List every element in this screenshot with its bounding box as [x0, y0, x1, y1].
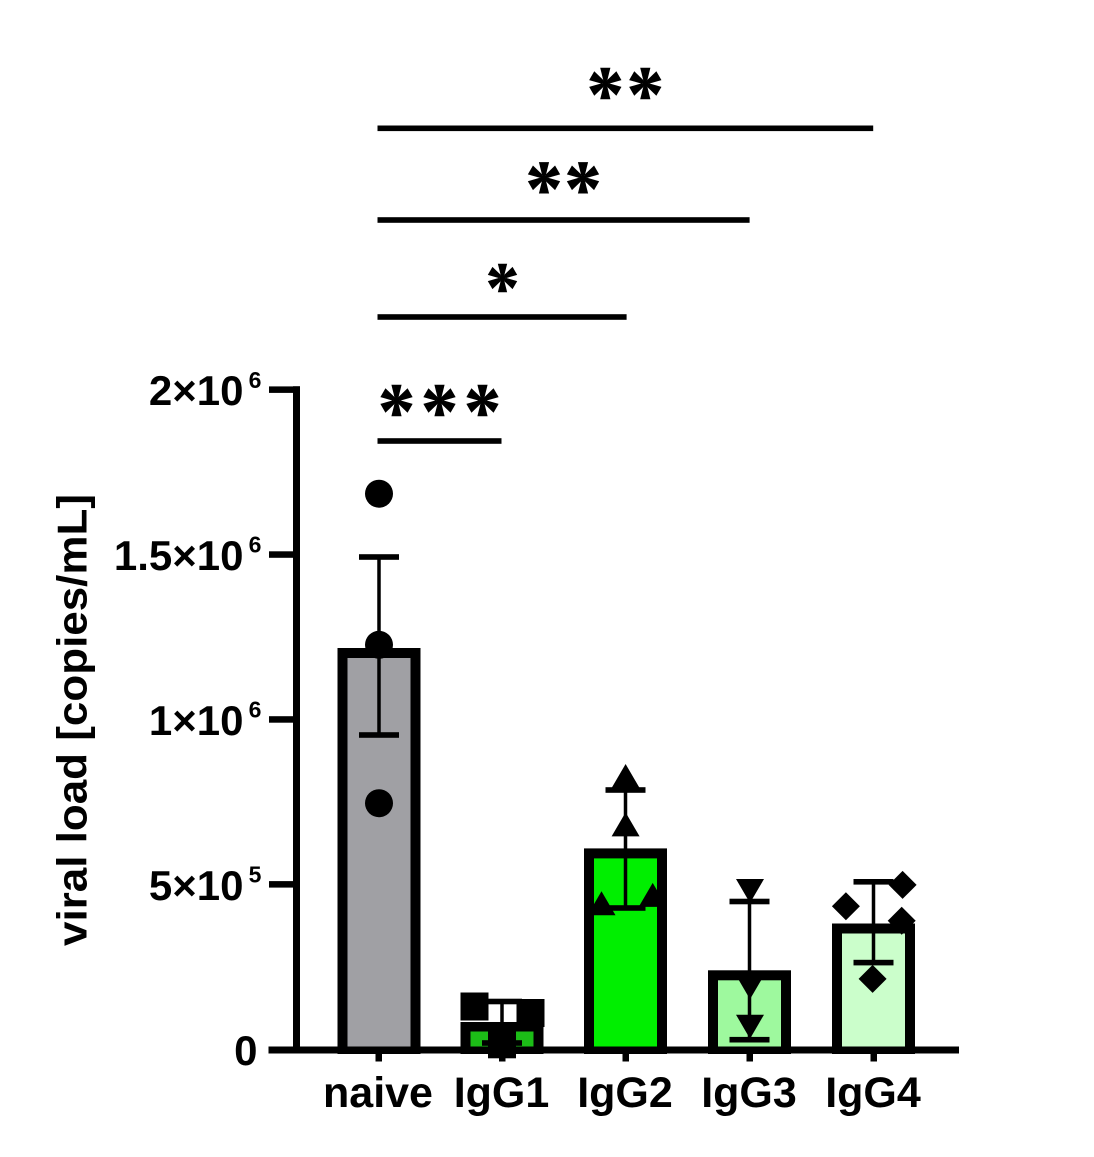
svg-text:IgG3: IgG3: [701, 1069, 797, 1117]
svg-text:IgG4: IgG4: [825, 1069, 921, 1117]
svg-text:6: 6: [249, 697, 262, 723]
svg-text:IgG2: IgG2: [577, 1069, 673, 1117]
svg-text:5: 5: [249, 862, 262, 888]
svg-text:6: 6: [249, 367, 262, 393]
svg-text:5×10: 5×10: [149, 862, 244, 909]
svg-text:naive: naive: [323, 1069, 433, 1117]
svg-text:viral load [copies/mL]: viral load [copies/mL]: [49, 494, 96, 946]
svg-text:0: 0: [234, 1027, 257, 1074]
svg-text:1×10: 1×10: [149, 697, 244, 744]
svg-text:IgG1: IgG1: [454, 1069, 550, 1117]
svg-text:6: 6: [249, 532, 262, 558]
svg-text:2×10: 2×10: [149, 367, 244, 414]
svg-text:1.5×10: 1.5×10: [114, 532, 244, 579]
